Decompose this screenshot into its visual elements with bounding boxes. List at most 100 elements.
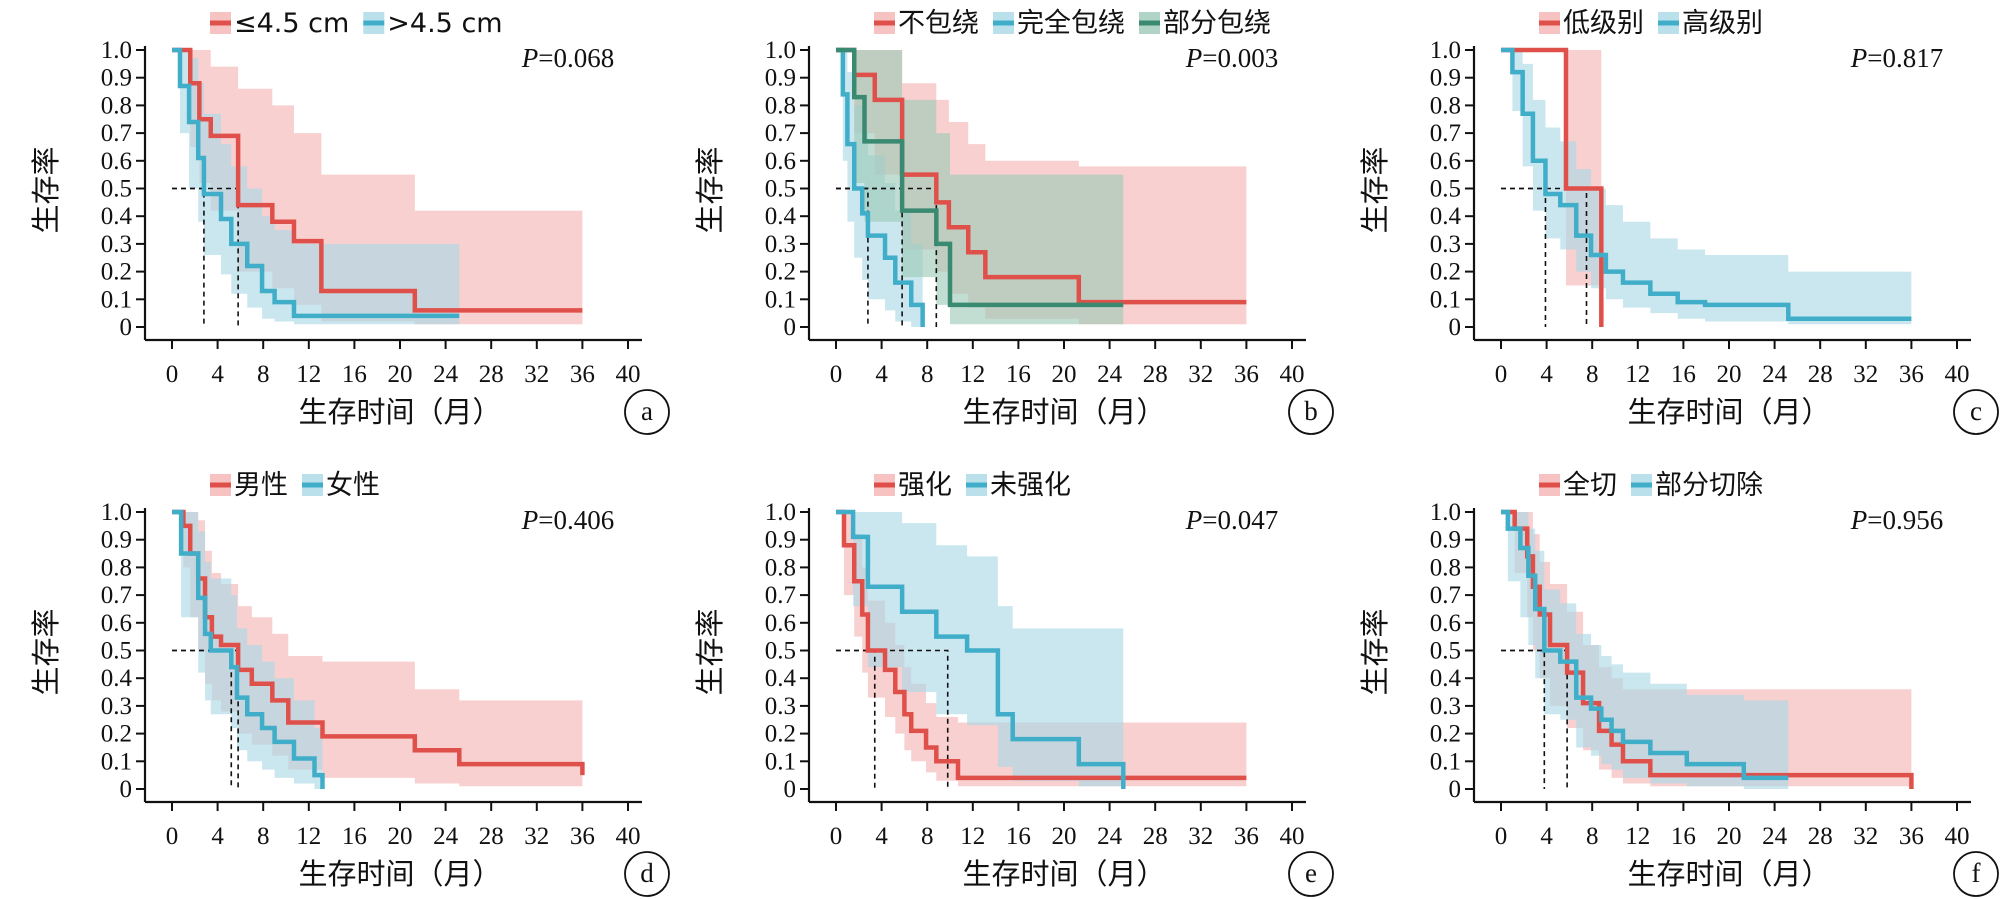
y-tick-label: 0.2	[101, 721, 132, 748]
x-tick-label: 36	[1234, 361, 1259, 388]
x-tick-label: 20	[1052, 823, 1077, 850]
y-tick-label: 1.0	[101, 499, 132, 526]
x-tick-label: 24	[1097, 361, 1123, 388]
x-tick-label: 36	[570, 361, 595, 388]
legend-label: 男性	[234, 470, 288, 501]
x-tick-label: 40	[1280, 823, 1305, 850]
x-tick-label: 28	[479, 361, 504, 388]
legend-label: >4.5 cm	[387, 8, 502, 39]
x-tick-label: 36	[1899, 823, 1924, 850]
y-axis-title: 生存率	[693, 146, 727, 233]
legend-label: 全切	[1563, 470, 1617, 501]
y-tick-label: 0.7	[101, 582, 132, 609]
x-axis-title: 生存时间（月）	[1627, 857, 1830, 891]
y-tick-label: 0.3	[1430, 231, 1461, 258]
x-tick-label: 20	[1717, 361, 1742, 388]
chart-panel-a: 00.10.20.30.40.50.60.70.80.91.00 4 8 12 16 20…	[29, 8, 670, 435]
p-value-label: P=0.956	[1850, 505, 1943, 535]
legend-label: 部分包绕	[1163, 8, 1271, 39]
x-tick-label: 28	[1143, 823, 1168, 850]
y-tick-label: 0.5	[101, 176, 132, 203]
x-tick-label: 12	[960, 361, 985, 388]
y-tick-label: 0.8	[1430, 554, 1461, 581]
p-value-label: P=0.406	[521, 505, 614, 535]
y-tick-label: 0.8	[765, 92, 796, 119]
x-tick-label: 36	[570, 823, 595, 850]
y-tick-label: 0.9	[765, 65, 796, 92]
x-tick-label: 28	[1143, 361, 1168, 388]
y-axis-title: 生存率	[1358, 608, 1392, 695]
y-tick-label: 0.3	[1430, 693, 1461, 720]
y-tick-label: 0.6	[101, 610, 132, 637]
x-tick-label: 32	[1188, 361, 1213, 388]
y-tick-label: 0.2	[765, 721, 796, 748]
y-tick-label: 0.4	[1430, 203, 1462, 230]
survival-curve-2	[172, 47, 460, 319]
y-axis-title: 生存率	[29, 608, 63, 695]
x-tick-label: 8	[1586, 361, 1599, 388]
x-tick-label: 36	[1234, 823, 1259, 850]
survival-curve-2	[1501, 47, 1912, 321]
chart-panel-c: 00.10.20.30.40.50.60.70.80.91.00 4 8 12 16 20…	[1358, 8, 1999, 435]
x-tick-label: 32	[1853, 823, 1878, 850]
y-tick-label: 0	[120, 776, 133, 803]
y-tick-label: 0.7	[765, 582, 796, 609]
y-tick-label: 0.6	[765, 610, 796, 637]
y-tick-label: 0.7	[1430, 582, 1461, 609]
y-tick-label: 0	[1449, 314, 1462, 341]
survival-curve-2	[836, 509, 1126, 789]
x-tick-label: 32	[524, 361, 549, 388]
survival-curve-1	[172, 47, 583, 313]
y-tick-label: 0.7	[101, 120, 132, 147]
x-tick-label: 4	[875, 823, 888, 850]
legend-label: 低级别	[1563, 8, 1644, 39]
x-tick-label: 24	[1762, 361, 1788, 388]
survival-curve-1	[1501, 47, 1604, 327]
x-tick-label: 8	[921, 823, 934, 850]
y-tick-label: 0.9	[1430, 65, 1461, 92]
x-tick-label: 40	[616, 361, 641, 388]
y-tick-label: 0.1	[101, 286, 132, 313]
x-tick-label: 32	[1188, 823, 1213, 850]
y-tick-label: 0.9	[101, 65, 132, 92]
x-tick-label: 8	[257, 823, 270, 850]
legend-label: 高级别	[1682, 8, 1763, 39]
x-tick-label: 32	[1853, 361, 1878, 388]
survival-curve-2	[172, 509, 325, 789]
panel-letter: f	[1972, 858, 1981, 888]
y-tick-label: 0	[120, 314, 133, 341]
p-value-label: P=0.047	[1185, 505, 1278, 535]
chart-panel-e: 00.10.20.30.40.50.60.70.80.91.00 4 8 12 16 20…	[693, 470, 1334, 897]
y-tick-label: 1.0	[1430, 37, 1461, 64]
legend-label: ≤4.5 cm	[234, 8, 349, 39]
p-value-label: P=0.068	[521, 43, 614, 73]
x-tick-label: 12	[296, 823, 321, 850]
x-tick-label: 28	[1808, 823, 1833, 850]
survival-curve-1	[836, 47, 1247, 305]
y-tick-label: 0.4	[765, 665, 797, 692]
x-tick-label: 16	[342, 823, 367, 850]
x-tick-label: 4	[211, 823, 224, 850]
legend-label: 部分切除	[1655, 470, 1763, 501]
x-tick-label: 20	[1717, 823, 1742, 850]
x-tick-label: 24	[1762, 823, 1788, 850]
y-tick-label: 0	[784, 314, 797, 341]
x-tick-label: 20	[388, 823, 413, 850]
y-tick-label: 1.0	[765, 37, 796, 64]
x-tick-label: 28	[479, 823, 504, 850]
y-axis-title: 生存率	[693, 608, 727, 695]
legend-label: 完全包绕	[1017, 8, 1125, 39]
y-tick-label: 0.8	[101, 92, 132, 119]
x-tick-label: 8	[1586, 823, 1599, 850]
y-tick-label: 0.3	[101, 231, 132, 258]
y-tick-label: 1.0	[1430, 499, 1461, 526]
y-tick-label: 0.6	[101, 148, 132, 175]
x-tick-label: 36	[1899, 361, 1924, 388]
panel-letter-circle	[1288, 389, 1334, 435]
x-tick-label: 0	[830, 823, 843, 850]
y-axis-title: 生存率	[1358, 146, 1392, 233]
median-line-1	[1501, 187, 1547, 327]
y-tick-label: 0.6	[1430, 148, 1461, 175]
x-tick-label: 4	[1540, 361, 1553, 388]
legend-label: 强化	[898, 470, 952, 501]
